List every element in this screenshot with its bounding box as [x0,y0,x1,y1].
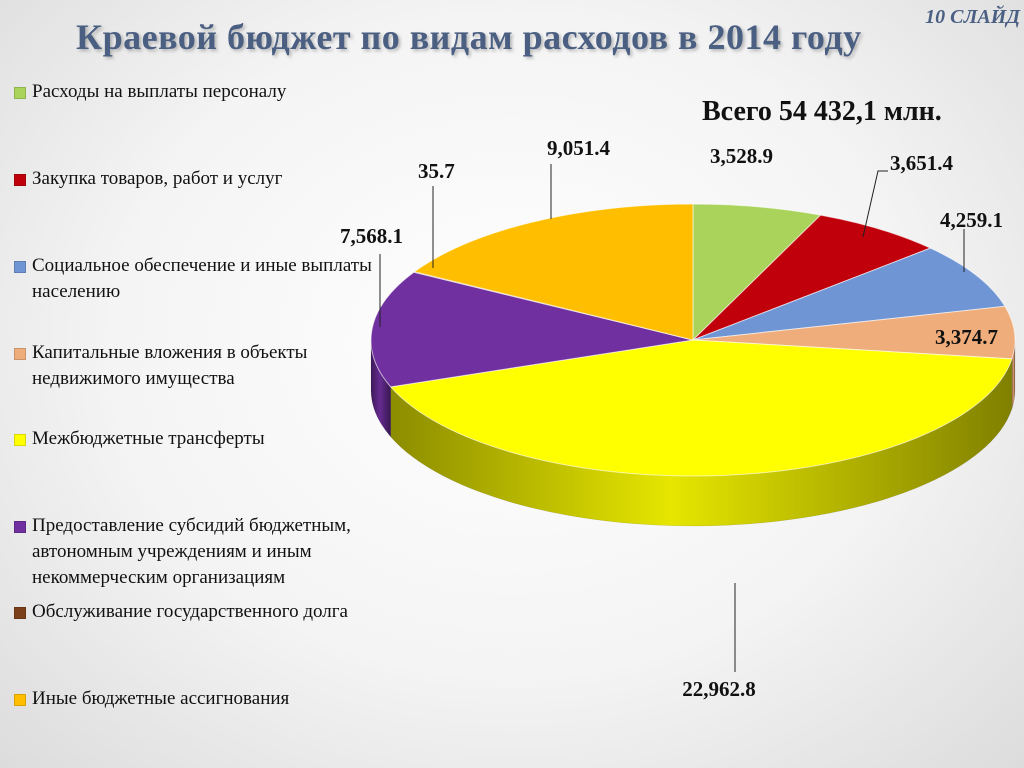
chart-total: Всего 54 432,1 млн. [702,96,942,127]
legend-swatch [14,521,26,533]
legend-swatch [14,607,26,619]
pie-slice [692,247,1006,341]
pie-slice [389,339,1013,477]
legend-label: Капитальные вложения в объекты недвижимо… [32,342,308,389]
pie-top [370,203,1016,477]
legend-item: Иные бюджетные ассигнования [14,686,434,712]
data-label: 35.7 [418,159,455,183]
legend-label: Социальное обеспечение и иные выплаты на… [32,255,372,302]
legend-label: Иные бюджетные ассигнования [32,688,290,709]
pie-data-labels: 3,528.9 3,651.4 4,259.1 3,374.7 22,962.8 7,56… [340,136,1003,701]
legend-label: Межбюджетные трансферты [32,428,265,449]
legend-item: Предоставление субсидий бюджетным, автон… [14,513,434,591]
legend-swatch [14,87,26,99]
pie-slice [692,203,822,342]
data-label: 4,259.1 [940,208,1003,232]
data-label: 3,374.7 [935,325,998,349]
legend-item: Обслуживание государственного долга [14,599,434,625]
page-title: Краевой бюджет по видам расходов в 2014 … [76,17,862,57]
legend-swatch [14,174,26,186]
slide-number: 10 СЛАЙД [925,6,1020,28]
legend-label: Закупка товаров, работ и услуг [32,168,283,189]
data-label: 3,528.9 [710,144,773,168]
data-label: 22,962.8 [682,677,756,701]
legend-swatch [14,261,26,273]
data-label: 3,651.4 [890,151,954,175]
legend-label: Предоставление субсидий бюджетным, автон… [32,515,351,588]
legend-swatch [14,694,26,706]
leader-line [862,170,888,238]
pie-slice [370,271,694,388]
legend-item: Расходы на выплаты персоналу [14,79,434,105]
legend-label: Расходы на выплаты персоналу [32,81,287,102]
data-label: 7,568.1 [340,224,403,248]
legend-label: Обслуживание государственного долга [32,601,348,622]
legend-item: Закупка товаров, работ и услуг [14,166,434,192]
legend-item: Капитальные вложения в объекты недвижимо… [14,340,434,392]
legend-swatch [14,348,26,360]
pie-slice [692,214,932,341]
legend-swatch [14,434,26,446]
pie-slice [413,203,694,341]
pie-slice [692,305,1016,360]
legend-item: Межбюджетные трансферты [14,426,434,452]
data-label: 9,051.4 [547,136,611,160]
legend-item: Социальное обеспечение и иные выплаты на… [14,253,434,305]
